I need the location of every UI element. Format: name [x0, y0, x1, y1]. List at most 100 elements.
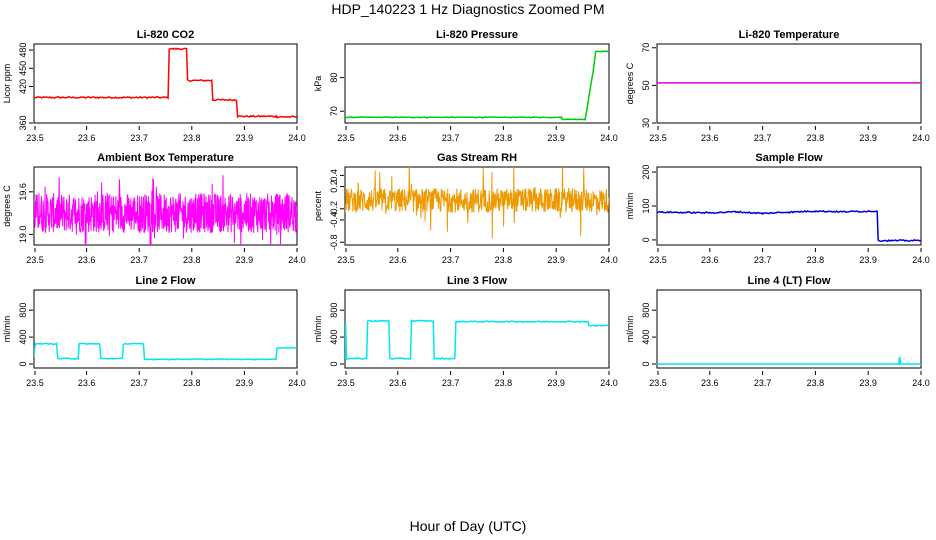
x-tick-label: 24.0 [288, 255, 306, 265]
x-tick-label: 23.7 [442, 378, 460, 388]
y-tick-label: 0.2 [329, 180, 339, 193]
y-tick-label: 480 [18, 43, 28, 58]
x-tick-label: 23.5 [26, 133, 44, 143]
y-axis-label: percent [313, 190, 323, 221]
x-tick-label: 23.6 [78, 378, 96, 388]
x-tick-label: 23.7 [754, 378, 772, 388]
x-tick-label: 23.7 [130, 378, 148, 388]
series-line-0 [345, 167, 609, 239]
panel-5: Sample Flow ml/min 23.5 23.6 23.7 23.8 23.9 24.… [625, 152, 930, 265]
panel-title: Li-820 Pressure [436, 29, 518, 41]
panel-title: Line 3 Flow [447, 275, 507, 287]
x-tick-label: 23.6 [389, 133, 407, 143]
y-tick-label: 400 [329, 330, 339, 345]
x-tick-label: 23.8 [807, 133, 825, 143]
y-tick-label: 0 [641, 237, 651, 242]
plot-frame [344, 43, 610, 124]
plot-frame [344, 289, 610, 369]
x-tick-label: 23.8 [807, 378, 825, 388]
x-tick-label: 23.7 [442, 133, 460, 143]
x-tick-label: 23.9 [236, 133, 254, 143]
x-tick-label: 23.7 [442, 255, 460, 265]
x-tick-label: 24.0 [912, 378, 930, 388]
y-tick-label: -0.8 [329, 234, 339, 250]
panel-3: Ambient Box Temperature degrees C 23.5 23.6… [2, 152, 306, 265]
panel-1: Li-820 Pressure kPa 23.5 23.6 23.7 23.8 23.9 24… [313, 29, 618, 143]
x-tick-label: 23.8 [807, 255, 825, 265]
y-tick-label: 70 [329, 106, 339, 116]
x-tick-label: 23.9 [547, 255, 565, 265]
y-tick-label: 200 [641, 165, 651, 180]
y-axis-label: degrees C [625, 62, 635, 104]
x-tick-label: 23.5 [26, 255, 44, 265]
x-tick-label: 23.8 [495, 378, 513, 388]
y-tick-label: 0 [641, 361, 651, 366]
x-tick-label: 24.0 [912, 133, 930, 143]
panel-0: Li-820 CO2 Licor ppm 23.5 23.6 23.7 23.8 23.9 2… [2, 29, 306, 143]
x-tick-label: 24.0 [600, 255, 618, 265]
x-tick-label: 23.7 [754, 255, 772, 265]
y-axis-label: Licor ppm [2, 64, 12, 104]
series-line-0 [34, 47, 297, 119]
x-tick-label: 23.5 [337, 378, 355, 388]
x-tick-label: 23.6 [701, 378, 719, 388]
series-line-0 [345, 50, 609, 121]
x-tick-label: 23.9 [236, 378, 254, 388]
y-tick-label: -0.2 [329, 201, 339, 217]
x-tick-label: 23.6 [78, 133, 96, 143]
figure-title: HDP_140223 1 Hz Diagnostics Zoomed PM [331, 1, 605, 17]
y-tick-label: 80 [329, 73, 339, 83]
y-axis-label: ml/min [313, 316, 323, 343]
panel-title: Line 4 (LT) Flow [748, 275, 831, 287]
y-axis-label: degrees C [2, 185, 12, 227]
x-tick-label: 23.5 [26, 378, 44, 388]
x-tick-label: 23.5 [337, 133, 355, 143]
y-axis-label: ml/min [625, 316, 635, 343]
x-tick-label: 23.7 [754, 133, 772, 143]
series-line-0 [34, 342, 297, 361]
y-tick-label: 50 [641, 80, 651, 90]
x-tick-label: 23.6 [78, 255, 96, 265]
x-tick-label: 23.9 [236, 255, 254, 265]
y-tick-label: 19.6 [18, 183, 28, 201]
y-axis-label: ml/min [625, 193, 635, 220]
y-tick-label: -0.4 [329, 212, 339, 228]
plot-frame [33, 289, 298, 369]
x-tick-label: 23.8 [183, 378, 201, 388]
panel-title: Sample Flow [755, 152, 823, 164]
panel-8: Line 4 (LT) Flow ml/min 23.5 23.6 23.7 23.8 23… [625, 275, 930, 388]
x-tick-label: 23.8 [495, 255, 513, 265]
x-tick-label: 23.5 [649, 255, 667, 265]
panel-7: Line 3 Flow ml/min 23.5 23.6 23.7 23.8 23.9 24.… [313, 275, 618, 388]
panel-title: Ambient Box Temperature [97, 152, 234, 164]
plot-frame [33, 43, 298, 124]
series-line-0 [34, 175, 297, 245]
panel-title: Li-820 CO2 [137, 29, 194, 41]
x-tick-label: 23.7 [130, 255, 148, 265]
x-tick-label: 23.8 [183, 255, 201, 265]
y-tick-label: 400 [18, 330, 28, 345]
x-tick-label: 23.9 [547, 378, 565, 388]
y-tick-label: 19.0 [18, 226, 28, 244]
x-tick-label: 23.6 [701, 255, 719, 265]
x-tick-label: 23.9 [859, 378, 877, 388]
x-tick-label: 23.6 [389, 255, 407, 265]
x-tick-label: 23.5 [337, 255, 355, 265]
panel-title: Line 2 Flow [136, 275, 196, 287]
panel-title: Gas Stream RH [437, 152, 517, 164]
panel-title: Li-820 Temperature [739, 29, 840, 41]
series-line-0 [657, 357, 921, 365]
y-tick-label: 100 [641, 198, 651, 213]
y-axis-label: ml/min [2, 316, 12, 343]
y-tick-label: 0 [329, 361, 339, 366]
y-axis-label: kPa [313, 76, 323, 92]
y-tick-label: 400 [641, 330, 651, 345]
plot-frame [656, 166, 922, 246]
y-tick-label: 0.4 [329, 169, 339, 182]
x-tick-label: 24.0 [600, 133, 618, 143]
x-tick-label: 24.0 [912, 255, 930, 265]
x-tick-label: 23.9 [547, 133, 565, 143]
y-tick-label: 70 [641, 43, 651, 53]
x-tick-label: 23.8 [183, 133, 201, 143]
